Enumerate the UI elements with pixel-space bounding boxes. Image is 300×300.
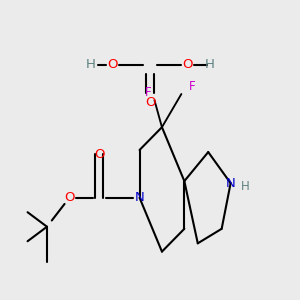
Text: O: O xyxy=(107,58,118,71)
Text: O: O xyxy=(145,96,155,109)
Text: N: N xyxy=(226,177,236,190)
Text: O: O xyxy=(94,148,104,160)
Text: H: H xyxy=(205,58,215,71)
Text: O: O xyxy=(64,191,75,204)
Text: F: F xyxy=(145,86,152,99)
Text: N: N xyxy=(135,191,144,204)
Text: F: F xyxy=(188,80,195,93)
Text: O: O xyxy=(182,58,193,71)
Text: H: H xyxy=(241,180,249,193)
Text: H: H xyxy=(85,58,95,71)
